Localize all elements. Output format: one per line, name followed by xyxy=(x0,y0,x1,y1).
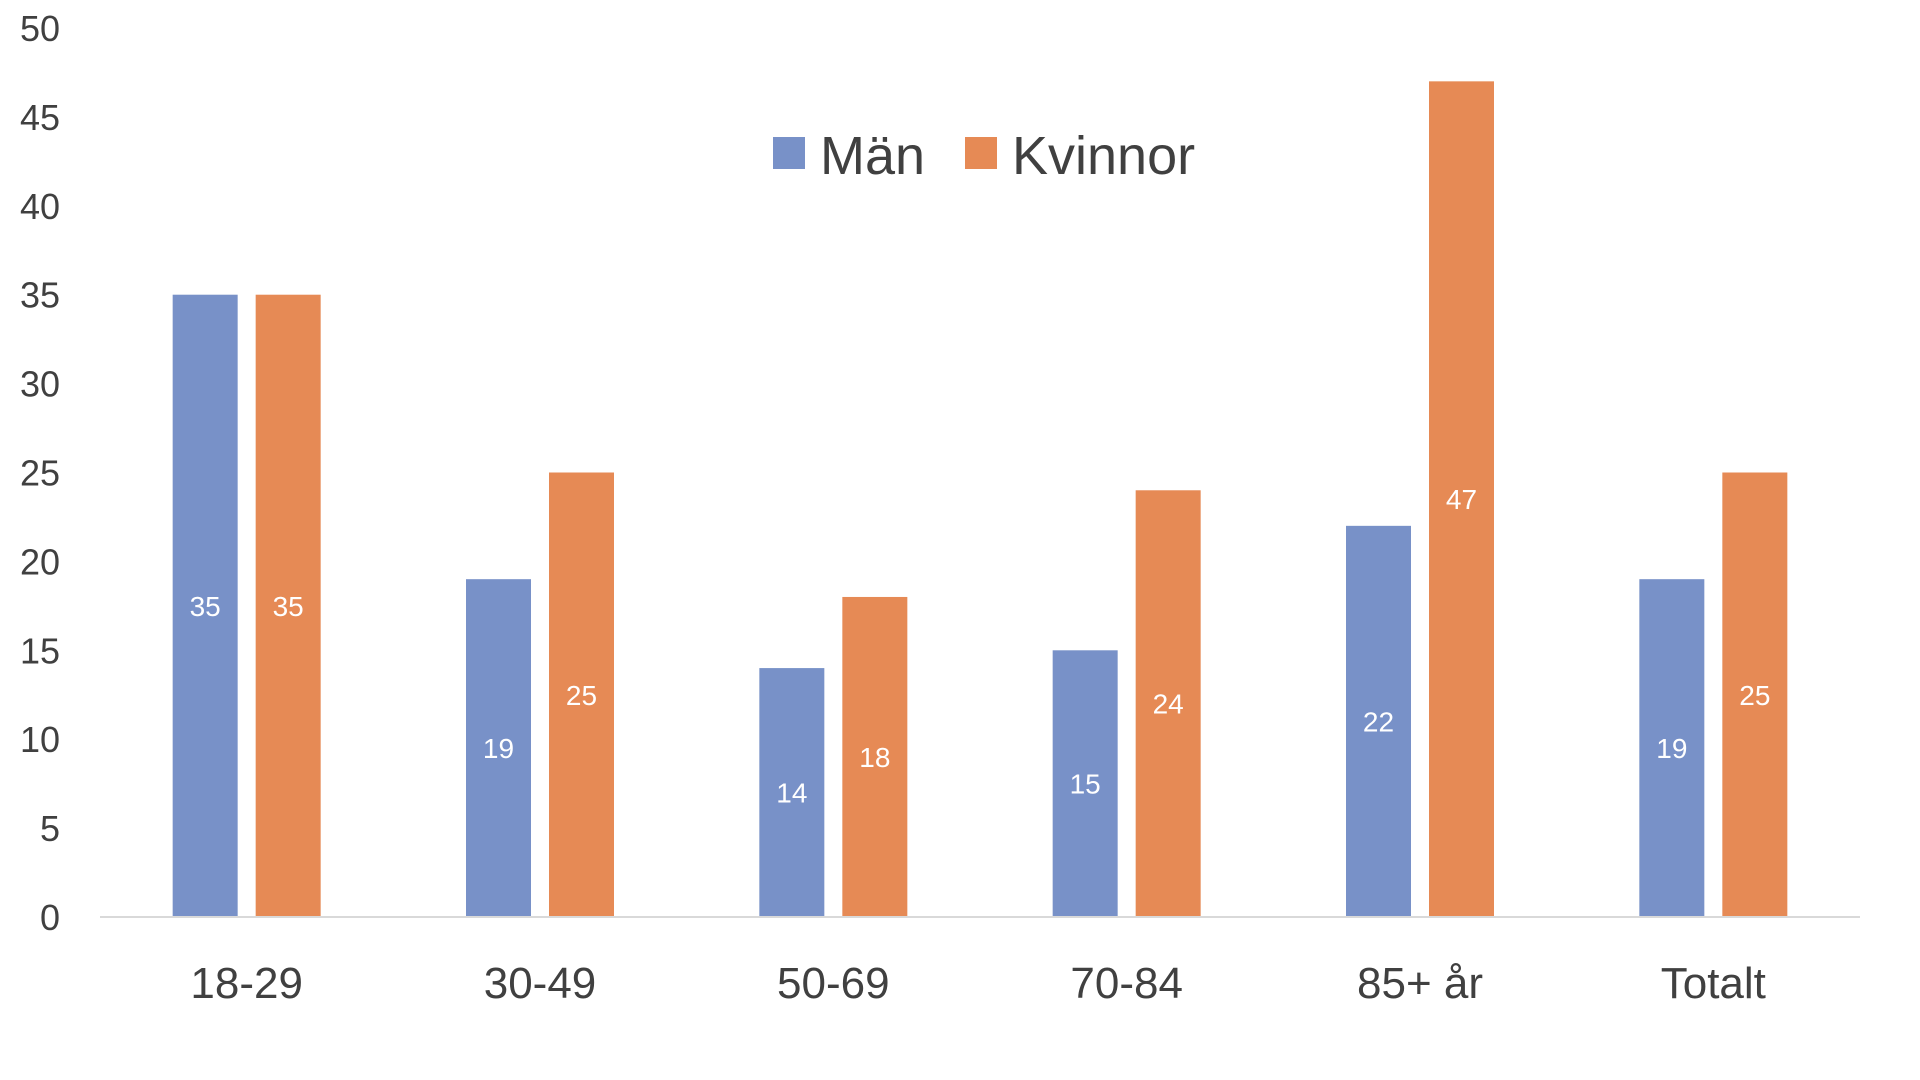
x-tick-label: 70-84 xyxy=(1070,959,1183,1008)
data-label: 22 xyxy=(1363,706,1394,737)
data-label: 15 xyxy=(1070,769,1101,800)
x-axis-labels: 18-29 30-49 50-69 70-84 85+ år Totalt xyxy=(190,959,1766,1008)
y-tick-label: 50 xyxy=(20,8,60,49)
x-tick-label: 18-29 xyxy=(190,959,303,1008)
data-label: 18 xyxy=(859,742,890,773)
y-tick-label: 30 xyxy=(20,364,60,405)
legend-label-kvinnor: Kvinnor xyxy=(1012,126,1195,186)
bar-kvinnor xyxy=(255,294,321,917)
y-tick-label: 0 xyxy=(40,897,60,938)
bar-kvinnor xyxy=(549,472,614,917)
x-tick-label: 85+ år xyxy=(1357,959,1483,1008)
y-tick-label: 5 xyxy=(40,808,60,849)
data-label: 19 xyxy=(483,733,514,764)
data-label: 24 xyxy=(1153,689,1184,720)
legend-label-man: Män xyxy=(820,126,925,186)
x-tick-label: 30-49 xyxy=(484,959,597,1008)
data-label: 19 xyxy=(1656,733,1687,764)
data-label: 25 xyxy=(566,680,597,711)
data-label: 35 xyxy=(273,591,304,622)
data-labels: 35 35 19 25 14 18 15 24 22 47 19 25 xyxy=(190,484,1771,808)
y-tick-label: 25 xyxy=(20,453,60,494)
x-tick-label: 50-69 xyxy=(777,959,890,1008)
bar-man xyxy=(172,294,238,917)
bars xyxy=(172,81,1788,918)
y-tick-label: 40 xyxy=(20,186,60,227)
bar-kvinnor xyxy=(1722,472,1788,917)
x-tick-label: Totalt xyxy=(1661,959,1766,1008)
data-label: 47 xyxy=(1446,484,1477,515)
y-tick-label: 35 xyxy=(20,275,60,316)
bar-man xyxy=(1346,525,1411,917)
bar-kvinnor xyxy=(1429,81,1494,918)
y-tick-label: 15 xyxy=(20,630,60,671)
y-tick-label: 45 xyxy=(20,97,60,138)
y-tick-label: 10 xyxy=(20,719,60,760)
data-label: 35 xyxy=(190,591,221,622)
bar-man xyxy=(1052,650,1118,917)
legend: Män Kvinnor xyxy=(773,126,1195,186)
legend-swatch-kvinnor xyxy=(965,137,997,169)
data-label: 14 xyxy=(776,778,807,809)
bar-man xyxy=(1639,579,1705,917)
data-label: 25 xyxy=(1739,680,1770,711)
legend-swatch-man xyxy=(773,137,805,169)
bar-man xyxy=(759,668,825,917)
y-tick-label: 20 xyxy=(20,541,60,582)
bar-man xyxy=(466,579,531,917)
y-axis-ticks: 0 5 10 15 20 25 30 35 40 45 50 xyxy=(20,8,60,938)
bar-kvinnor xyxy=(842,596,908,917)
bar-kvinnor xyxy=(1135,490,1201,917)
